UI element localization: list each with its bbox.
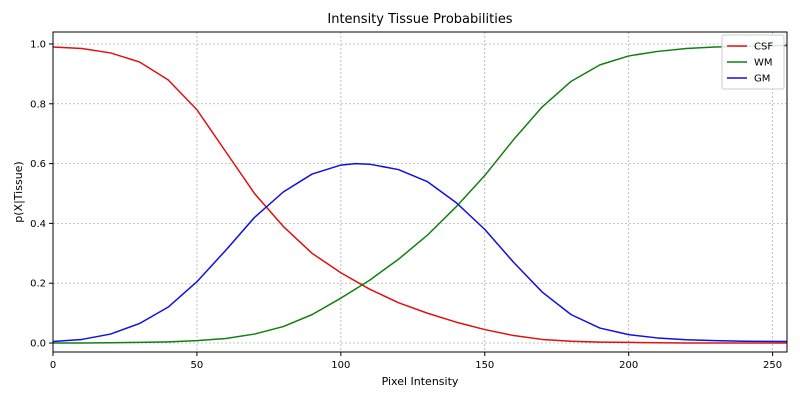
x-tick-label: 0 bbox=[50, 360, 56, 371]
x-tick-label: 150 bbox=[475, 360, 494, 371]
y-tick-label: 0.8 bbox=[30, 99, 46, 110]
legend-label-csf: CSF bbox=[754, 42, 773, 53]
y-axis-label: p(X|Tissue) bbox=[12, 161, 25, 222]
grid bbox=[52, 32, 787, 352]
x-tick-label: 100 bbox=[331, 360, 350, 371]
y-tick-label: 0.6 bbox=[30, 159, 46, 170]
y-tick-label: 0.4 bbox=[30, 219, 46, 230]
x-tick-label: 250 bbox=[763, 360, 782, 371]
plot-frame bbox=[52, 31, 788, 353]
x-tick-label: 200 bbox=[619, 360, 638, 371]
series-line-wm bbox=[53, 44, 788, 344]
series-layer bbox=[52, 44, 788, 344]
x-tick-label: 50 bbox=[191, 360, 204, 371]
series-line-csf bbox=[52, 46, 787, 344]
legend-box bbox=[721, 34, 785, 90]
x-axis-label: Pixel Intensity bbox=[382, 375, 459, 388]
y-tick-label: 1.0 bbox=[30, 39, 46, 50]
legend-label-gm: GM bbox=[754, 74, 770, 85]
series-line-gm bbox=[52, 162, 788, 343]
legend: CSF WM GM bbox=[721, 34, 785, 90]
axes: 0 50 100 150 200 250 0.0 0.2 0.4 0.6 0.8 1.0 bbox=[30, 31, 788, 371]
y-tick-label: 0.2 bbox=[30, 279, 46, 290]
y-tick-label: 0.0 bbox=[30, 339, 46, 350]
legend-label-wm: WM bbox=[754, 58, 773, 69]
chart-title: Intensity Tissue Probabilities bbox=[327, 12, 512, 27]
